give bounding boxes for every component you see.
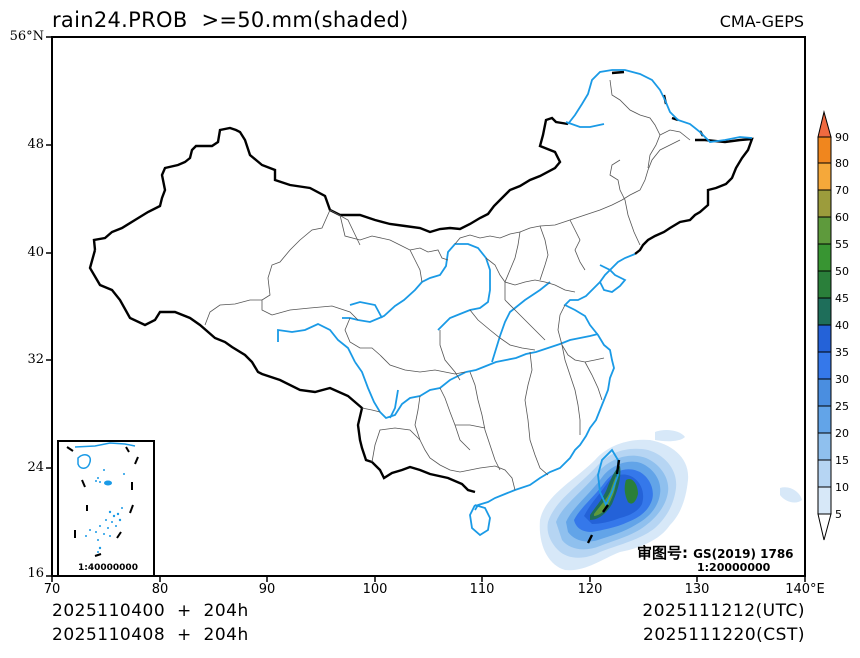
colorbar-label: 20 bbox=[835, 427, 849, 440]
x-tick-label: 110 bbox=[469, 582, 495, 597]
colorbar-label: 30 bbox=[835, 373, 849, 386]
inset-scale: 1:40000000 bbox=[78, 563, 138, 573]
colorbar-label: 10 bbox=[835, 481, 849, 494]
colorbar-label: 70 bbox=[835, 184, 849, 197]
boundary-dashes bbox=[586, 459, 621, 544]
y-tick-label: 16 bbox=[27, 566, 44, 581]
colorbar-label: 5 bbox=[835, 508, 842, 521]
colorbar-label: 90 bbox=[835, 131, 849, 144]
colorbar-label: 55 bbox=[835, 238, 849, 251]
x-tick-label: 80 bbox=[151, 582, 169, 597]
colorbar-label: 80 bbox=[835, 157, 849, 170]
main-scale: 1:20000000 bbox=[697, 561, 771, 574]
inset-map bbox=[66, 442, 139, 557]
y-tick-label: 48 bbox=[27, 137, 44, 152]
colorbar-label: 35 bbox=[835, 346, 849, 359]
colorbar-label: 45 bbox=[835, 292, 849, 305]
national-border bbox=[88, 249, 476, 494]
national-border-north bbox=[92, 116, 569, 251]
chart-title: rain24.PROB >=50.mm(shaded) bbox=[52, 8, 409, 32]
x-tick-label: 70 bbox=[43, 582, 61, 597]
x-tick-label: 130 bbox=[684, 582, 710, 597]
y-tick-label: 56°N bbox=[9, 29, 44, 44]
x-tick-label: 140°E bbox=[785, 582, 825, 597]
review-number: GS(2019) 1786 bbox=[693, 547, 794, 561]
x-tick-label: 120 bbox=[577, 582, 603, 597]
map-frame bbox=[51, 36, 806, 577]
model-name: CMA-GEPS bbox=[719, 12, 804, 31]
init-time-utc: 2025110400 + 204h bbox=[52, 601, 249, 621]
y-tick-label: 40 bbox=[27, 245, 44, 260]
province-boundaries bbox=[204, 79, 691, 491]
y-tick-label: 32 bbox=[27, 352, 44, 367]
colorbar-label: 15 bbox=[835, 454, 849, 467]
colorbar bbox=[817, 110, 832, 541]
inset-frame bbox=[57, 440, 155, 577]
x-tick-label: 90 bbox=[258, 582, 276, 597]
init-time-cst: 2025110408 + 204h bbox=[52, 625, 249, 645]
colorbar-label: 50 bbox=[835, 265, 849, 278]
x-axis-ticks bbox=[51, 576, 806, 582]
probability-shading bbox=[539, 429, 802, 571]
valid-time-cst: 2025111220(CST) bbox=[643, 625, 805, 645]
y-axis-ticks bbox=[46, 36, 52, 577]
colorbar-label: 25 bbox=[835, 400, 849, 413]
review-label: 审图号: bbox=[637, 544, 688, 562]
map-review-number: 审图号: GS(2019) 1786 bbox=[637, 542, 794, 563]
national-border-northeast bbox=[634, 137, 754, 255]
y-tick-label: 24 bbox=[27, 460, 44, 475]
colorbar-label: 40 bbox=[835, 319, 849, 332]
valid-time-utc: 2025111212(UTC) bbox=[642, 601, 805, 621]
x-tick-label: 100 bbox=[362, 582, 388, 597]
colorbar-label: 60 bbox=[835, 211, 849, 224]
